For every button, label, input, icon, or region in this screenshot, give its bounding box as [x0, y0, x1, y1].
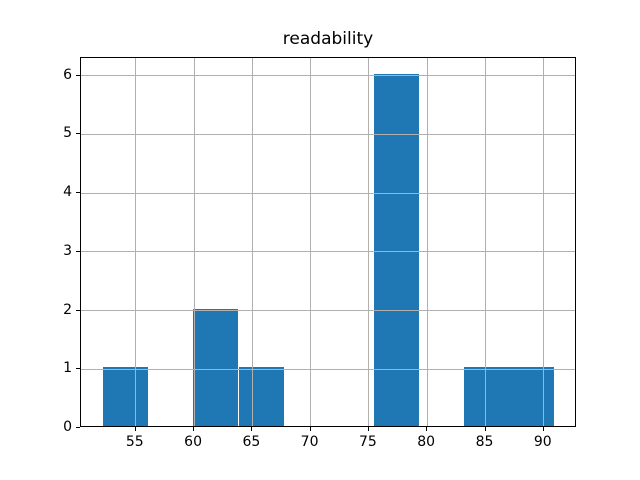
histogram-bar	[509, 367, 555, 426]
x-tick-label: 60	[184, 434, 202, 450]
chart-title: readability	[282, 29, 374, 49]
x-tick-mark	[367, 427, 369, 431]
x-tick-mark	[193, 427, 195, 431]
y-tick-mark	[76, 74, 80, 76]
bars-layer	[81, 58, 575, 426]
y-tick-label: 3	[63, 242, 72, 259]
gridline-vertical	[251, 58, 253, 426]
y-tick-mark	[76, 309, 80, 311]
y-tick-mark	[76, 250, 80, 252]
histogram-bar	[464, 367, 510, 426]
x-tick-label: 75	[358, 434, 377, 450]
x-tick-label: 80	[417, 434, 436, 450]
plot-area	[80, 57, 576, 427]
y-tick-mark	[76, 427, 80, 428]
gridline-horizontal	[81, 251, 575, 253]
x-tick-mark	[542, 427, 544, 431]
gridline-horizontal	[81, 368, 575, 370]
x-tick-label: 90	[533, 434, 552, 450]
gridline-horizontal	[81, 133, 575, 135]
gridline-vertical	[193, 58, 195, 426]
gridline-vertical	[368, 58, 370, 426]
x-tick-mark	[134, 427, 136, 431]
x-tick-label: 85	[475, 434, 494, 450]
y-tick-label: 5	[63, 125, 72, 142]
x-tick-label: 65	[242, 434, 261, 450]
gridline-horizontal	[81, 75, 575, 77]
histogram-bar	[103, 367, 149, 426]
histogram-bar	[193, 308, 239, 426]
y-tick-mark	[76, 192, 80, 194]
y-tick-label: 6	[63, 66, 72, 83]
gridline-vertical	[310, 58, 312, 426]
y-tick-label: 0	[63, 419, 72, 435]
x-tick-label: 55	[125, 434, 144, 450]
x-tick-mark	[309, 427, 311, 431]
gridline-horizontal	[81, 310, 575, 311]
grid-layer	[81, 58, 575, 426]
y-tick-label: 2	[63, 301, 72, 318]
x-tick-mark	[426, 427, 428, 431]
gridline-vertical	[426, 58, 428, 426]
gridline-horizontal	[81, 192, 575, 194]
y-tick-label: 1	[63, 360, 72, 377]
x-tick-label: 70	[300, 434, 319, 450]
y-tick-label: 4	[63, 184, 72, 201]
y-tick-mark	[76, 133, 80, 135]
gridline-vertical	[485, 58, 486, 426]
gridline-vertical	[543, 58, 545, 426]
x-tick-mark	[251, 427, 253, 431]
y-tick-mark	[76, 368, 80, 370]
histogram-bar	[238, 367, 284, 426]
gridline-vertical	[135, 58, 137, 426]
x-tick-mark	[484, 427, 486, 431]
histogram-bar	[373, 73, 419, 426]
